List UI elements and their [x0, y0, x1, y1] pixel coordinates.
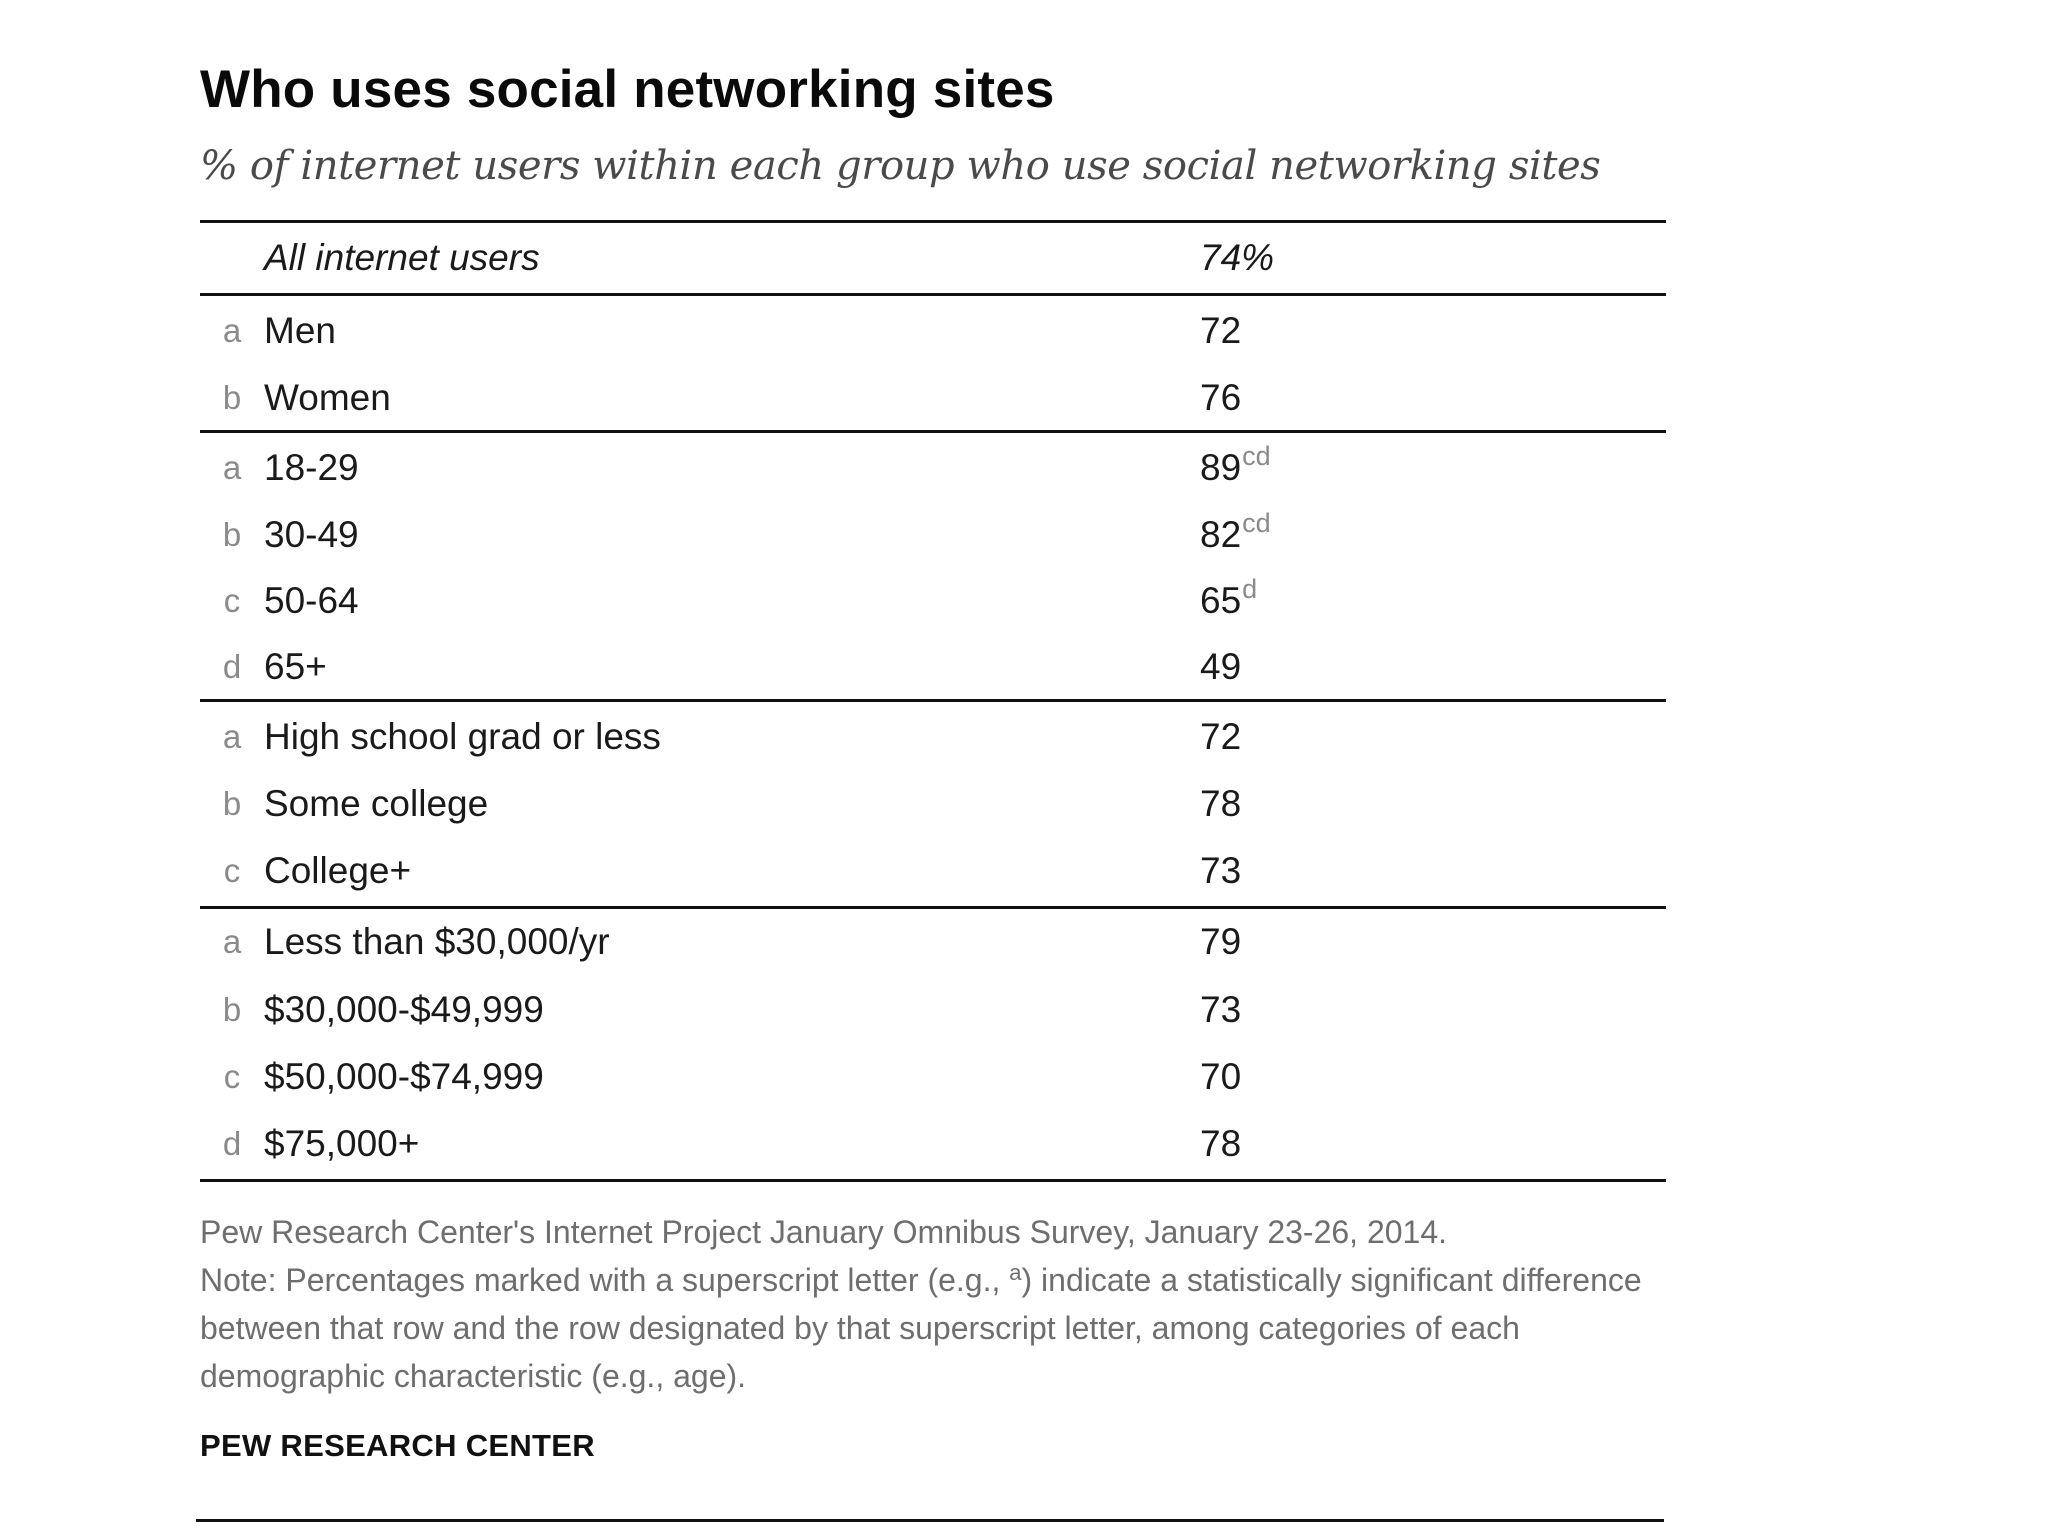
row-group-letter: c — [223, 852, 241, 889]
table-row: d 65+ 49 — [200, 635, 1666, 699]
row-value: 78 — [1200, 1123, 1500, 1165]
row-group-letter: b — [222, 991, 242, 1028]
row-value-number: 72 — [1200, 716, 1242, 757]
significance-superscript: d — [1242, 574, 1258, 605]
row-group-letter: a — [222, 718, 242, 755]
table-row: c College+ 73 — [200, 836, 1666, 906]
row-group-letter: d — [222, 648, 242, 685]
row-label: Less than $30,000/yr — [264, 921, 610, 962]
row-value: 79 — [1200, 921, 1500, 963]
row-value-number: 49 — [1200, 646, 1242, 687]
row-value: 73 — [1200, 850, 1500, 892]
row-value-number: 65 — [1200, 580, 1242, 621]
data-table: All internet users 74% a Men 72 b Women 76 a 18… — [200, 220, 1666, 1182]
note-superscript: a — [1009, 1260, 1022, 1285]
row-value: 72 — [1200, 716, 1500, 758]
row-label: 65+ — [264, 646, 327, 687]
row-value-number: 73 — [1200, 850, 1242, 891]
row-value-number: 79 — [1200, 921, 1242, 962]
row-value-number: 76 — [1200, 377, 1242, 418]
row-group-letter: c — [223, 582, 241, 619]
row-label: 30-49 — [264, 514, 359, 555]
row-group-letter: a — [222, 312, 242, 349]
row-group-letter: b — [222, 516, 242, 553]
table-row: c $50,000-$74,999 70 — [200, 1045, 1666, 1109]
row-group-letter: b — [222, 379, 242, 416]
all-users-row: All internet users 74% — [200, 223, 1666, 293]
row-value: 76 — [1200, 377, 1500, 419]
table-row: a 18-29 89cd — [200, 433, 1666, 503]
row-value: 73 — [1200, 989, 1500, 1031]
row-value: 70 — [1200, 1056, 1500, 1098]
brand-label: PEW RESEARCH CENTER — [200, 1428, 595, 1463]
all-users-label: All internet users — [264, 237, 540, 278]
all-users-value: 74% — [1200, 237, 1500, 279]
group-rule — [200, 430, 1666, 433]
row-value-number: 73 — [1200, 989, 1242, 1030]
page-bottom-rule — [196, 1519, 1664, 1522]
row-label: Women — [264, 377, 391, 418]
group-rule — [200, 1179, 1666, 1182]
row-value-number: 70 — [1200, 1056, 1242, 1097]
row-value-number: 72 — [1200, 310, 1242, 351]
table-row: d $75,000+ 78 — [200, 1109, 1666, 1179]
chart-figure: Who uses social networking sites % of in… — [200, 56, 1666, 1464]
row-label: $50,000-$74,999 — [264, 1056, 544, 1097]
table-groups: a Men 72 b Women 76 a 18-29 89cd b 30-49 82cd c 50-64… — [200, 296, 1666, 1182]
row-group-letter: a — [222, 449, 242, 486]
row-label: 50-64 — [264, 580, 359, 621]
row-value: 82cd — [1200, 510, 1500, 556]
row-group-letter: d — [222, 1125, 242, 1162]
table-row: b $30,000-$49,999 73 — [200, 975, 1666, 1045]
table-row: b 30-49 82cd — [200, 503, 1666, 567]
row-group-letter: c — [223, 1058, 241, 1095]
source-note: Pew Research Center's Internet Project J… — [200, 1214, 1448, 1250]
chart-subtitle: % of internet users within each group wh… — [200, 143, 1601, 189]
significance-superscript: cd — [1242, 441, 1271, 472]
row-label: Some college — [264, 783, 489, 824]
row-label: $75,000+ — [264, 1123, 420, 1164]
row-value-number: 78 — [1200, 783, 1242, 824]
table-row: a Men 72 — [200, 296, 1666, 366]
row-label: High school grad or less — [264, 716, 661, 757]
row-group-letter: b — [222, 785, 242, 822]
row-value: 78 — [1200, 783, 1500, 825]
row-value-number: 78 — [1200, 1123, 1242, 1164]
note-text-before: Note: Percentages marked with a superscr… — [200, 1262, 1010, 1298]
note-text-after: ) indicate a statistically significant d… — [200, 1262, 1642, 1394]
row-value: 49 — [1200, 646, 1500, 688]
table-row: b Some college 78 — [200, 772, 1666, 836]
table-row: a Less than $30,000/yr 79 — [200, 909, 1666, 975]
row-label: Men — [264, 310, 336, 351]
chart-title: Who uses social networking sites — [200, 60, 1055, 119]
row-value-number: 82 — [1200, 514, 1242, 555]
significance-note: Note: Percentages marked with a superscr… — [200, 1256, 1666, 1400]
table-row: c 50-64 65d — [200, 567, 1666, 635]
significance-superscript: cd — [1242, 508, 1271, 539]
row-value: 72 — [1200, 310, 1500, 352]
row-value: 89cd — [1200, 443, 1500, 489]
row-label: College+ — [264, 850, 412, 891]
footnote: Pew Research Center's Internet Project J… — [200, 1208, 1666, 1400]
row-label: 18-29 — [264, 447, 359, 488]
row-group-letter: a — [222, 923, 242, 960]
row-label: $30,000-$49,999 — [264, 989, 544, 1030]
all-users-number: 74% — [1200, 237, 1275, 278]
row-value-number: 89 — [1200, 447, 1242, 488]
all-users-rule — [200, 293, 1666, 296]
table-top-rule — [200, 220, 1666, 223]
group-rule — [200, 906, 1666, 909]
table-row: b Women 76 — [200, 366, 1666, 430]
row-value: 65d — [1200, 576, 1500, 622]
group-rule — [200, 699, 1666, 702]
table-row: a High school grad or less 72 — [200, 702, 1666, 772]
